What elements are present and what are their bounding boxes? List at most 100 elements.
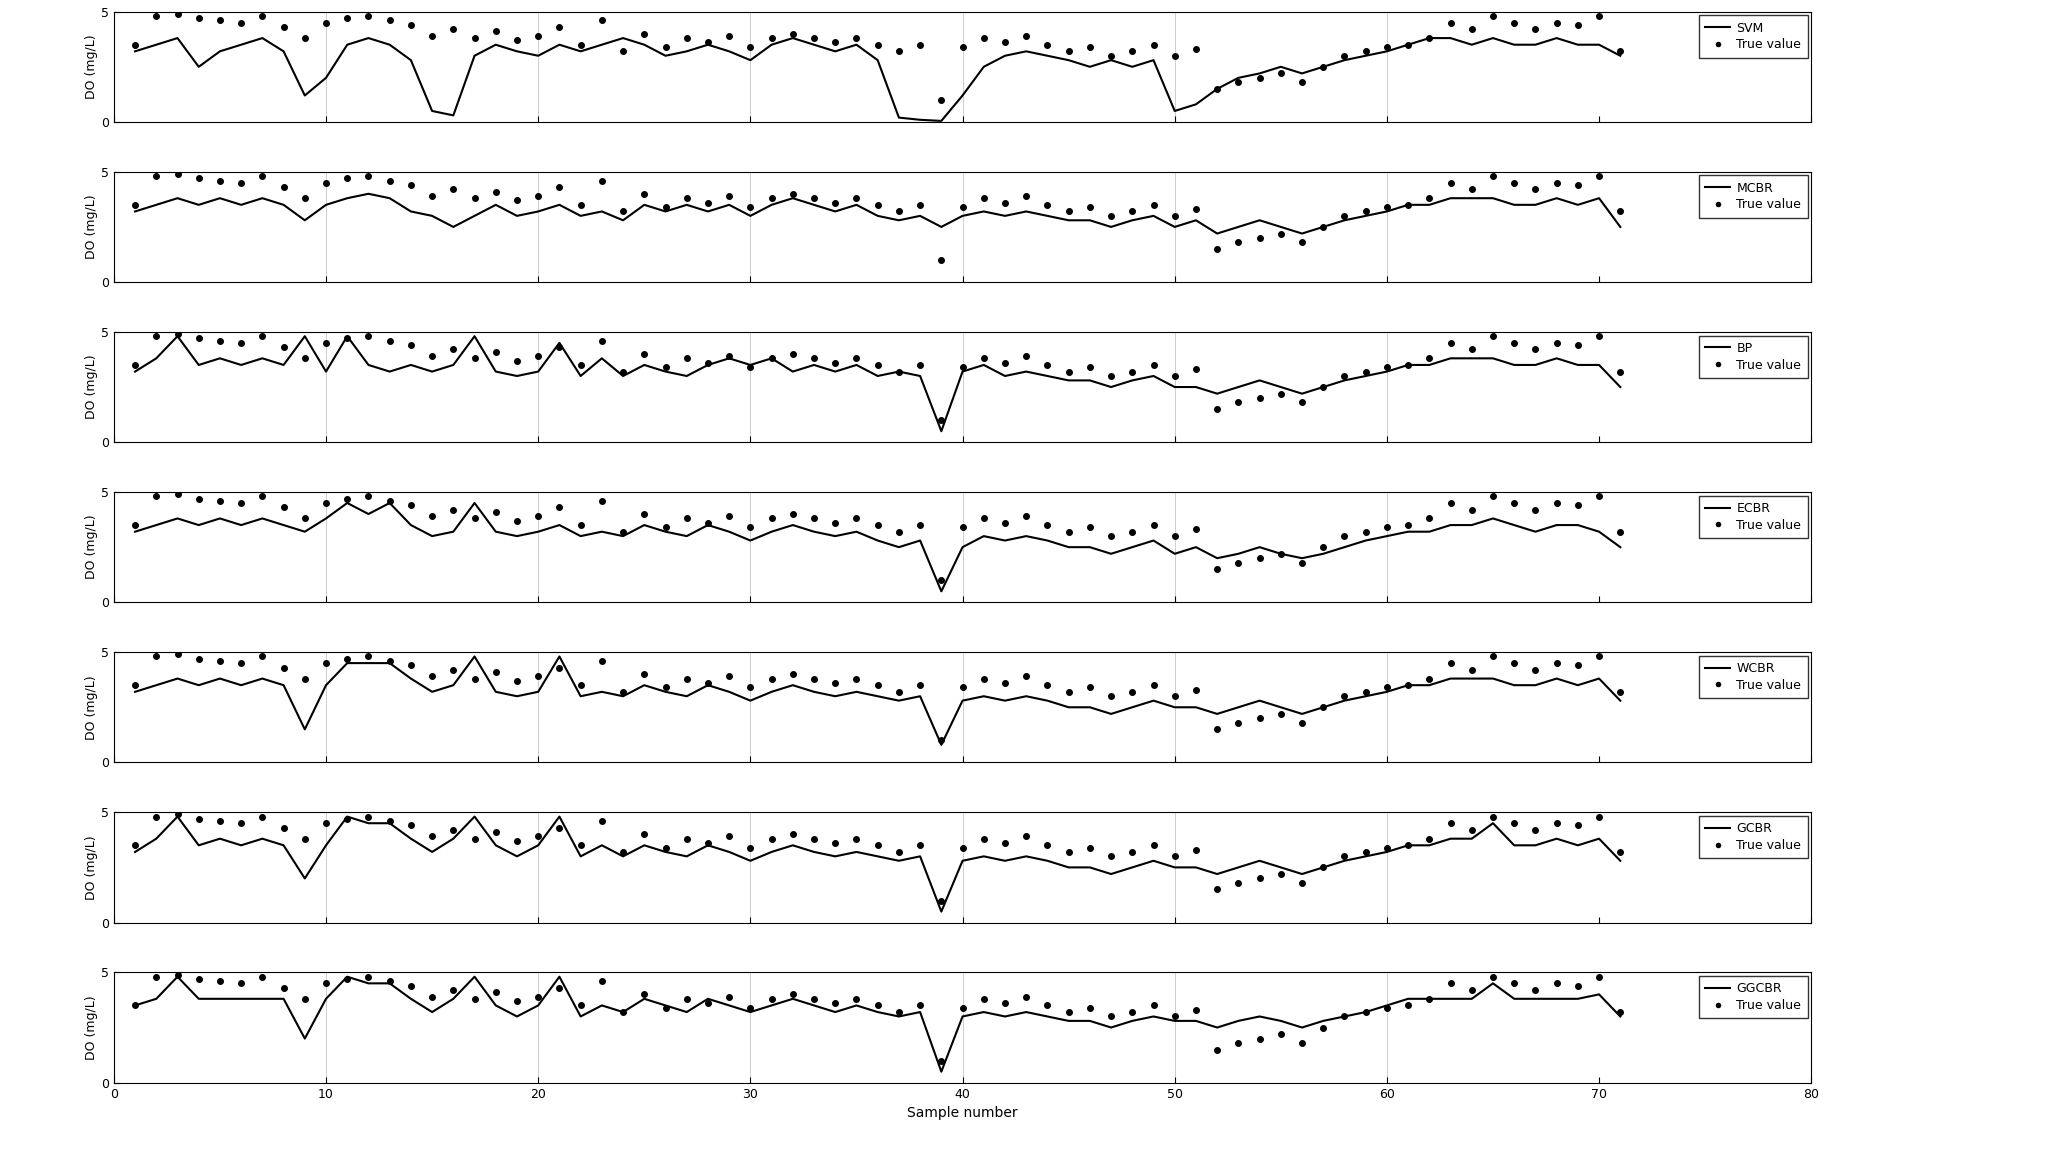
- Point: [818, 674, 853, 692]
- Point: [607, 203, 640, 221]
- Point: [393, 336, 426, 354]
- Point: [882, 843, 915, 862]
- Point: [1412, 510, 1445, 528]
- Point: [1221, 554, 1254, 572]
- Point: [478, 22, 513, 41]
- Point: [1157, 1007, 1190, 1026]
- Point: [967, 669, 1000, 688]
- Point: [288, 829, 321, 848]
- Point: [925, 251, 958, 270]
- Y-axis label: DO (mg/L): DO (mg/L): [85, 835, 97, 900]
- Point: [882, 203, 915, 221]
- Point: [563, 996, 596, 1014]
- Point: [905, 996, 938, 1014]
- Y-axis label: DO (mg/L): DO (mg/L): [85, 195, 97, 259]
- Point: [735, 838, 768, 857]
- Point: [691, 674, 724, 692]
- Point: [1095, 527, 1128, 545]
- Point: [1285, 73, 1319, 91]
- Point: [1412, 829, 1445, 848]
- Point: [1329, 848, 1362, 866]
- Point: [267, 819, 300, 837]
- Point: [627, 184, 660, 203]
- Point: [627, 665, 660, 683]
- Point: [607, 42, 640, 60]
- Point: [650, 518, 683, 536]
- Point: [946, 358, 979, 376]
- Point: [182, 490, 215, 508]
- Point: [756, 29, 789, 47]
- Point: [542, 819, 575, 837]
- Point: [118, 836, 151, 855]
- Point: [501, 512, 534, 530]
- Point: [352, 807, 385, 826]
- Point: [288, 189, 321, 207]
- Point: [161, 485, 195, 504]
- Point: [118, 676, 151, 695]
- Point: [373, 812, 406, 830]
- Point: [1052, 42, 1085, 60]
- Point: [141, 488, 172, 506]
- Point: [607, 362, 640, 381]
- Point: [542, 979, 575, 997]
- Point: [393, 176, 426, 195]
- Point: [756, 990, 789, 1009]
- Point: [905, 196, 938, 214]
- Point: [1519, 340, 1552, 359]
- Point: [267, 178, 300, 197]
- Point: [1350, 522, 1383, 541]
- Point: [1604, 1003, 1637, 1021]
- Point: [650, 38, 683, 57]
- Point: [1052, 362, 1085, 381]
- Point: [671, 510, 704, 528]
- Point: [542, 17, 575, 36]
- Point: [1157, 46, 1190, 65]
- Point: [1201, 720, 1234, 739]
- Point: [1476, 167, 1509, 185]
- Point: [797, 990, 830, 1009]
- Point: [650, 198, 683, 217]
- Point: [1561, 657, 1594, 675]
- Point: [627, 505, 660, 523]
- Point: [1136, 36, 1170, 54]
- Point: [203, 652, 236, 670]
- Point: [1581, 167, 1615, 185]
- Point: [1540, 14, 1573, 32]
- Point: [1201, 1040, 1234, 1058]
- Point: [1350, 1003, 1383, 1021]
- Point: [308, 493, 342, 512]
- Point: [627, 24, 660, 43]
- Point: [1329, 367, 1362, 386]
- Point: [1561, 816, 1594, 835]
- Point: [161, 805, 195, 823]
- Point: [1010, 827, 1043, 845]
- Point: [1604, 682, 1637, 701]
- Point: [1136, 676, 1170, 695]
- Point: [246, 167, 279, 185]
- Point: [373, 331, 406, 350]
- Point: [203, 171, 236, 190]
- Point: [1265, 1025, 1298, 1043]
- Point: [1265, 384, 1298, 403]
- Point: [840, 29, 874, 47]
- Point: [797, 29, 830, 47]
- Point: [1497, 14, 1530, 32]
- Point: [1157, 527, 1190, 545]
- Point: [1391, 996, 1424, 1014]
- Point: [1497, 174, 1530, 192]
- Point: [457, 829, 491, 848]
- Point: [840, 189, 874, 207]
- Point: [203, 331, 236, 350]
- Point: [607, 682, 640, 701]
- Point: [1072, 198, 1105, 217]
- Point: [501, 351, 534, 369]
- Point: [735, 198, 768, 217]
- Point: [224, 174, 257, 192]
- Point: [1561, 976, 1594, 995]
- Point: [776, 665, 809, 683]
- Point: [1136, 836, 1170, 855]
- Point: [1540, 814, 1573, 833]
- Point: [522, 988, 555, 1006]
- Point: [1581, 967, 1615, 985]
- Point: [203, 491, 236, 510]
